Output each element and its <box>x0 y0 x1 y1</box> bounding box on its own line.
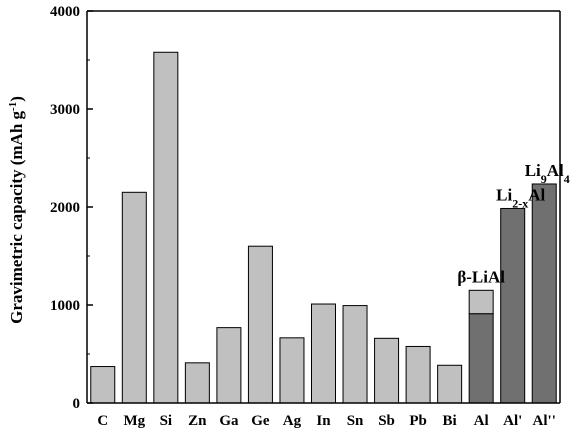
x-tick-label: Ga <box>219 413 239 429</box>
annotation-Alpp: Li9Al4 <box>525 161 570 186</box>
x-tick-label: Si <box>160 413 173 429</box>
x-tick-label: C <box>97 413 108 429</box>
y-tick-label: 2000 <box>50 200 80 216</box>
x-tick-label: Al <box>474 413 489 429</box>
x-tick-label: Zn <box>188 413 207 429</box>
annotation-Alp: Li2-xAl <box>496 185 545 210</box>
x-tick-label: In <box>316 413 331 429</box>
x-tick-label: Mg <box>123 413 145 429</box>
x-tick-label: Sb <box>378 413 395 429</box>
bars-layer <box>90 51 557 404</box>
y-axis-title-superscript: -1 <box>7 102 19 111</box>
bar-Al-upper <box>468 289 494 315</box>
y-axis-title-close: ) <box>7 96 26 102</box>
bar-Ge <box>247 245 273 404</box>
y-tick-label: 0 <box>73 396 81 412</box>
bar-Al-lower <box>468 313 494 404</box>
bar-Bi <box>437 364 463 404</box>
bar-Alp <box>500 207 526 404</box>
bar-In <box>311 303 336 404</box>
bar-Zn <box>184 362 210 404</box>
x-tick-label: Pb <box>409 413 427 429</box>
y-axis-title: Gravimetric capacity (mAh g-1) <box>7 96 26 324</box>
x-tick-label: Ag <box>283 413 302 429</box>
x-tick-label: Al'' <box>533 413 556 429</box>
y-tick-label: 4000 <box>50 4 80 20</box>
x-tick-label: Sn <box>347 413 364 429</box>
y-axis-title-main: Gravimetric capacity (mAh g <box>7 110 26 323</box>
bar-Ga <box>216 327 242 404</box>
x-tick-label: Al' <box>503 413 522 429</box>
y-tick-label: 1000 <box>50 298 80 314</box>
bar-Ag <box>279 337 305 404</box>
x-tick-label: Ge <box>251 413 270 429</box>
bar-Sn <box>342 305 368 404</box>
bar-Pb <box>405 345 431 404</box>
bar-Alpp <box>531 183 557 404</box>
axes-layer <box>86 10 561 404</box>
annotation-Al: β-LiAl <box>457 267 505 286</box>
tick-labels-layer: C Mg Si Zn Ga Ge Ag In Sn Sb Pb Bi Al Al' Al'' 0 1000 200… <box>50 4 556 429</box>
x-tick-label: Bi <box>443 413 457 429</box>
bar-C <box>90 366 116 404</box>
bar-Sb <box>374 337 400 404</box>
bar-Mg <box>121 191 147 404</box>
y-tick-label: 3000 <box>50 102 80 118</box>
bar-Si <box>153 51 179 404</box>
